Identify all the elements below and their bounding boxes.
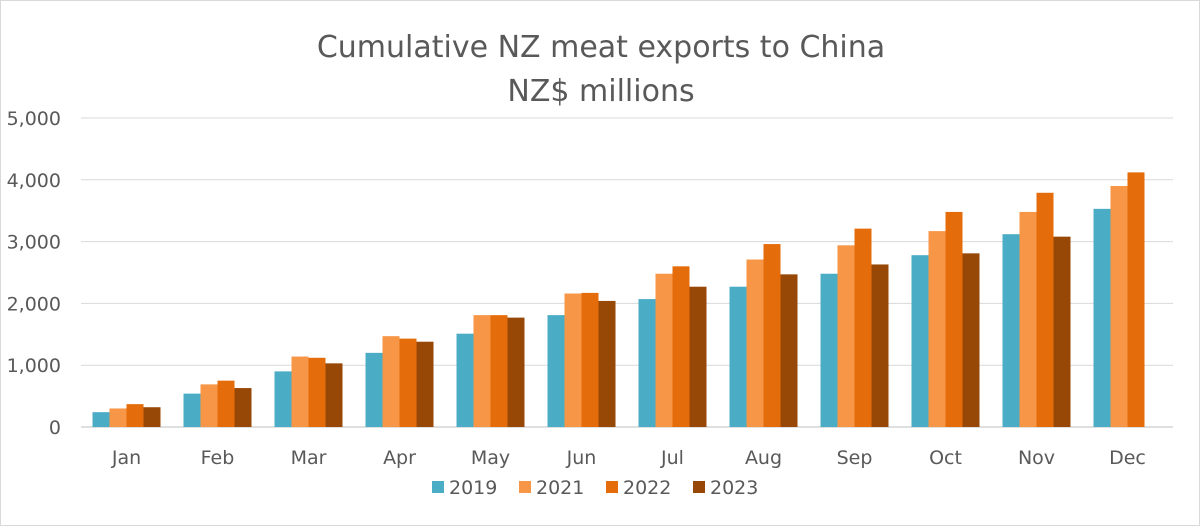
bar-2022-nov: [1036, 192, 1054, 427]
x-tick-label: Mar: [291, 447, 327, 469]
bar-2022-jan: [126, 404, 144, 427]
legend-label-2023: 2023: [710, 477, 758, 499]
bar-2019-apr: [365, 352, 383, 427]
bar-2023-feb: [234, 388, 252, 427]
bar-2021-aug: [746, 259, 764, 427]
x-tick-label: Feb: [201, 447, 235, 469]
bar-2019-dec: [1093, 208, 1111, 427]
bar-2021-jul: [655, 273, 673, 427]
bar-2019-aug: [729, 286, 747, 427]
y-tick-label: 5,000: [7, 108, 61, 130]
bar-2021-mar: [291, 356, 309, 427]
bar-2023-jan: [143, 407, 161, 427]
bar-2022-jun: [581, 292, 599, 427]
bar-2023-sep: [871, 264, 889, 427]
bars: [92, 172, 1145, 427]
bar-2019-feb: [183, 393, 201, 427]
bar-2019-oct: [911, 255, 929, 427]
bar-2019-may: [456, 333, 474, 427]
legend-label-2022: 2022: [623, 477, 671, 499]
y-axis-ticks: 0 1,000 2,000 3,000 4,000 5,000: [7, 108, 61, 439]
bar-2023-jul: [689, 286, 707, 427]
legend-swatch-2023: [693, 481, 705, 493]
y-tick-label: 1,000: [7, 355, 61, 377]
bar-2022-may: [490, 315, 508, 427]
x-tick-label: Aug: [745, 447, 782, 469]
bar-2022-feb: [217, 380, 235, 427]
bar-2021-apr: [382, 336, 400, 427]
x-tick-label: Apr: [383, 447, 416, 469]
bar-2021-nov: [1019, 211, 1037, 427]
legend-label-2019: 2019: [449, 477, 497, 499]
bar-2021-feb: [200, 384, 218, 427]
bar-2019-jul: [638, 299, 656, 427]
bar-2021-dec: [1110, 185, 1128, 427]
y-tick-label: 2,000: [7, 293, 61, 315]
bar-2022-aug: [763, 244, 781, 427]
y-tick-label: 3,000: [7, 232, 61, 254]
y-tick-label: 4,000: [7, 170, 61, 192]
x-tick-label: Nov: [1018, 447, 1055, 469]
bar-2022-jul: [672, 266, 690, 427]
bar-2021-may: [473, 315, 491, 427]
x-tick-label: Sep: [837, 447, 873, 469]
legend-swatch-2019: [432, 481, 444, 493]
bar-2023-nov: [1053, 236, 1071, 427]
bar-2022-dec: [1127, 172, 1145, 427]
bar-2022-oct: [945, 211, 963, 427]
chart-subtitle: NZ$ millions: [507, 74, 694, 109]
x-tick-label: Dec: [1109, 447, 1146, 469]
x-tick-label: Oct: [929, 447, 962, 469]
bar-2022-sep: [854, 228, 872, 427]
bar-2019-jan: [92, 412, 110, 427]
bar-2023-may: [507, 317, 525, 427]
bar-2019-nov: [1002, 234, 1020, 427]
bar-2023-mar: [325, 363, 343, 427]
y-tick-label: 0: [49, 417, 61, 439]
x-tick-label: Jan: [111, 447, 141, 469]
legend-swatch-2022: [606, 481, 618, 493]
legend-label-2021: 2021: [536, 477, 584, 499]
x-tick-label: Jul: [660, 447, 684, 469]
bar-2021-jan: [109, 408, 127, 427]
bar-2023-oct: [962, 253, 980, 427]
bar-2019-sep: [820, 273, 838, 427]
gridlines: [81, 117, 1173, 428]
bar-2019-jun: [547, 315, 565, 427]
bar-2023-aug: [780, 274, 798, 427]
bar-2022-mar: [308, 357, 326, 427]
bar-2019-mar: [274, 371, 292, 427]
x-axis-ticks: Jan Feb Mar Apr May Jun Jul Aug Sep Oct Nov Dec: [111, 447, 1146, 469]
bar-2023-jun: [598, 300, 616, 427]
legend-swatch-2021: [519, 481, 531, 493]
legend: 2019 2021 2022 2023: [432, 477, 758, 499]
bar-2023-apr: [416, 341, 434, 427]
x-tick-label: May: [471, 447, 510, 469]
bar-2021-sep: [837, 245, 855, 427]
bar-2021-jun: [564, 293, 582, 427]
x-tick-label: Jun: [566, 447, 597, 469]
bar-2021-oct: [928, 231, 946, 427]
bar-2022-apr: [399, 338, 417, 427]
chart-title: Cumulative NZ meat exports to China: [317, 30, 885, 65]
